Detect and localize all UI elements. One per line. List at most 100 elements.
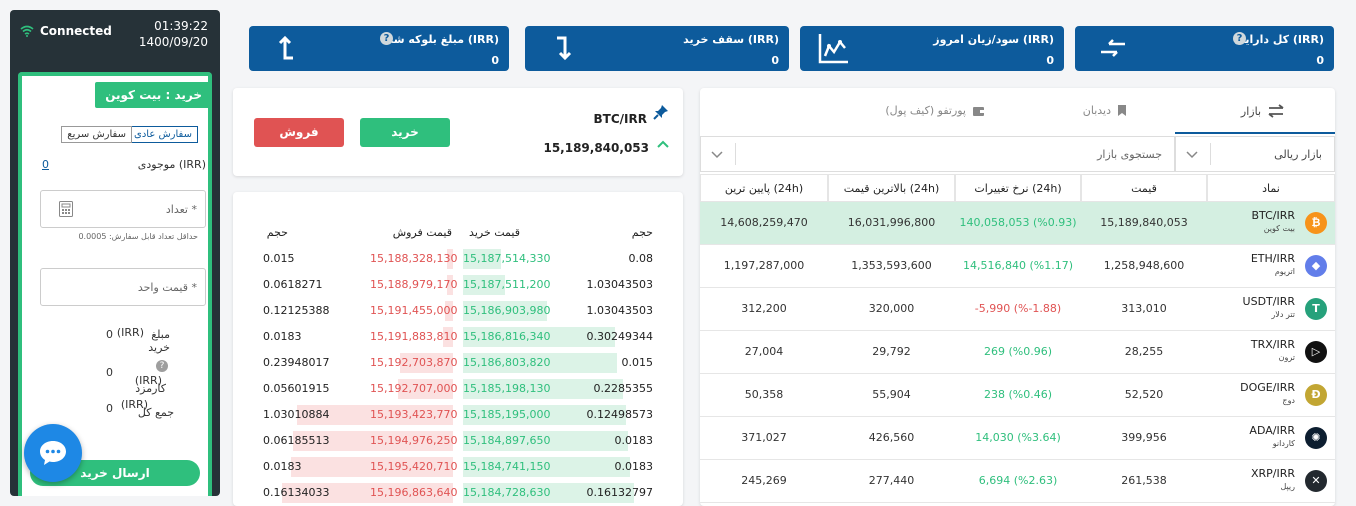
ask-volume: 0.06185513 xyxy=(263,434,330,447)
ask-price: 15,191,883,810 xyxy=(370,330,458,343)
bid-depth-bar xyxy=(463,431,628,451)
column-high[interactable]: بالاترین قیمت (24h) xyxy=(828,174,955,202)
order-book-row[interactable]: 0.2285355 15,185,198,130 15,192,707,000 0.0… xyxy=(233,376,683,402)
total-unit: (IRR) xyxy=(120,398,148,411)
order-book-row[interactable]: 0.12498573 15,185,195,000 15,193,423,770 1.… xyxy=(233,402,683,428)
order-book-row[interactable]: 1.03043503 15,186,903,980 15,191,455,000 0.… xyxy=(233,298,683,324)
order-book-row[interactable]: 0.0183 15,184,897,650 15,194,976,250 0.0618… xyxy=(233,428,683,454)
stat-title: مبلغ بلوکه شده (IRR) xyxy=(380,33,499,46)
arrow-up-icon xyxy=(278,35,293,60)
change-cell: 6,694 (%2.63) xyxy=(978,474,1058,487)
column-change[interactable]: نرخ تغییرات (24h) xyxy=(955,174,1081,202)
market-search-input[interactable]: جستجوی بازار xyxy=(700,136,1175,172)
order-book: حجم قیمت خرید قیمت فروش حجم 0.08 15,187,5… xyxy=(233,192,683,506)
ask-depth-bar xyxy=(297,405,453,425)
market-row[interactable]: ₿ BTC/IRR بیت کوین 15,189,840,053 140,058,05… xyxy=(700,202,1335,245)
calculator-icon[interactable] xyxy=(59,201,73,217)
low-cell: 245,269 xyxy=(741,474,787,487)
column-symbol[interactable]: نماد xyxy=(1207,174,1335,202)
unit-price-field[interactable]: قیمت واحد * xyxy=(40,268,206,306)
ask-volume: 1.03010884 xyxy=(263,408,330,421)
change-cell: 140,058,053 (%0.93) xyxy=(959,216,1077,229)
wifi-icon xyxy=(20,25,34,37)
high-cell: 277,440 xyxy=(868,474,915,487)
change-cell: 14,516,840 (%1.17) xyxy=(962,259,1073,272)
high-cell: 55,904 xyxy=(872,388,911,401)
wallet-icon xyxy=(973,106,984,116)
stat-title: کل دارایی (IRR) xyxy=(1234,33,1324,46)
ask-depth-bar xyxy=(398,379,453,399)
stat-title: سود/زیان امروز (IRR) xyxy=(933,33,1054,46)
ask-depth-bar xyxy=(400,353,453,373)
market-row[interactable]: T USDT/IRR تتر دلار 313,010 -5,990 (%-1.88) 3… xyxy=(700,288,1335,331)
order-book-row[interactable]: 0.08 15,187,514,330 15,188,328,130 0.015 xyxy=(233,246,683,272)
bid-volume: 0.0183 xyxy=(614,460,654,473)
ask-price: 15,192,707,000 xyxy=(370,382,458,395)
fee-unit: (IRR) xyxy=(134,374,162,387)
market-row[interactable]: ◆ ETH/IRR اتریوم 1,258,948,600 14,516,840 (%… xyxy=(700,245,1335,288)
order-book-row[interactable]: 0.16132797 15,184,728,630 15,196,863,640 0.… xyxy=(233,480,683,506)
bid-price: 15,184,728,630 xyxy=(463,486,551,499)
ask-price: 15,188,979,170 xyxy=(370,278,458,291)
active-tab-indicator xyxy=(1175,132,1335,134)
help-icon[interactable]: ? xyxy=(380,32,393,45)
symbol-cell: TRX/IRR ترون xyxy=(1251,338,1295,364)
market-row[interactable]: ▷ TRX/IRR ترون 28,255 269 (%0.96) 29,792 27,00… xyxy=(700,331,1335,374)
order-book-row[interactable]: 1.03043503 15,187,511,200 15,188,979,170 0.… xyxy=(233,272,683,298)
balance-value[interactable]: 0 xyxy=(42,158,49,171)
stat-value: 0 xyxy=(771,54,779,67)
bid-price: 15,184,741,150 xyxy=(463,460,551,473)
ask-volume: 0.05601915 xyxy=(263,382,330,395)
ask-depth-bar xyxy=(443,327,453,347)
bid-depth-bar xyxy=(463,301,547,321)
tab-watchlist[interactable]: دیدبان xyxy=(1083,104,1127,117)
price-cell: 399,956 xyxy=(1121,431,1167,444)
stat-buy-limit: سقف خرید (IRR) 0 xyxy=(525,26,789,71)
price-cell: 15,189,840,053 xyxy=(1100,216,1188,229)
column-price[interactable]: قیمت xyxy=(1081,174,1207,202)
chat-button[interactable] xyxy=(24,424,82,482)
bid-depth-bar xyxy=(463,327,615,347)
low-cell: 312,200 xyxy=(741,302,787,315)
order-book-row[interactable]: 0.015 15,186,803,820 15,192,703,870 0.23948… xyxy=(233,350,683,376)
tab-portfolio[interactable]: پورتفو (کیف پول) xyxy=(885,104,985,117)
bid-depth-bar xyxy=(463,275,505,295)
order-book-row[interactable]: 0.0183 15,184,741,150 15,195,420,710 0.0183 xyxy=(233,454,683,480)
header-ask-volume: حجم xyxy=(266,226,288,239)
tab-watchlist-label: دیدبان xyxy=(1082,104,1111,117)
header-bid-price: قیمت خرید xyxy=(469,226,520,239)
connection-label: Connected xyxy=(40,24,112,38)
coin-name: بیت کوین xyxy=(1263,224,1295,233)
min-amount-note: حداقل تعداد قابل سفارش: 0.0005 xyxy=(78,232,198,241)
fee-label: کارمزد xyxy=(135,382,166,395)
tab-normal-order[interactable]: سفارش عادی xyxy=(128,126,198,143)
pin-icon[interactable] xyxy=(653,104,669,120)
fee-help-icon[interactable]: ? xyxy=(156,360,168,372)
market-row[interactable]: Ð DOGE/IRR دوج 52,520 238 (%0.46) 55,904 50,35… xyxy=(700,374,1335,417)
coin-icon: T xyxy=(1305,298,1327,320)
change-cell: 14,030 (%3.64) xyxy=(975,431,1061,444)
ask-volume: 0.0183 xyxy=(263,330,302,343)
market-row[interactable]: ✕ XRP/IRR ریپل 261,538 6,694 (%2.63) 277,440 2… xyxy=(700,460,1335,503)
coin-name: ترون xyxy=(1278,353,1295,362)
tab-market[interactable]: بازار xyxy=(1241,104,1285,118)
order-book-row[interactable]: 0.30249344 15,186,816,340 15,191,883,810 0.… xyxy=(233,324,683,350)
bid-depth-bar xyxy=(463,379,623,399)
high-cell: 29,792 xyxy=(872,345,911,358)
bid-depth-bar xyxy=(463,483,634,503)
buy-button[interactable]: خرید xyxy=(360,118,450,147)
market-row[interactable]: ✺ ADA/IRR کاردانو 399,956 14,030 (%3.64) 426,… xyxy=(700,417,1335,460)
ask-depth-bar xyxy=(445,301,453,321)
symbol: DOGE/IRR xyxy=(1240,381,1295,394)
market-filter-select[interactable]: بازار ریالی xyxy=(1175,136,1335,172)
help-icon[interactable]: ? xyxy=(1233,32,1246,45)
sell-button[interactable]: فروش xyxy=(254,118,344,147)
tab-fast-order[interactable]: سفارش سریع xyxy=(61,126,132,143)
low-cell: 27,004 xyxy=(744,345,784,358)
column-low[interactable]: پایین ترین (24h) xyxy=(700,174,828,202)
amount-field[interactable]: تعداد * xyxy=(40,190,206,228)
clock-time: 01:39:22 xyxy=(154,19,208,33)
high-cell: 426,560 xyxy=(868,431,915,444)
symbol: USDT/IRR xyxy=(1242,295,1295,308)
stat-total-assets: کل دارایی (IRR) ? 0 xyxy=(1075,26,1334,71)
